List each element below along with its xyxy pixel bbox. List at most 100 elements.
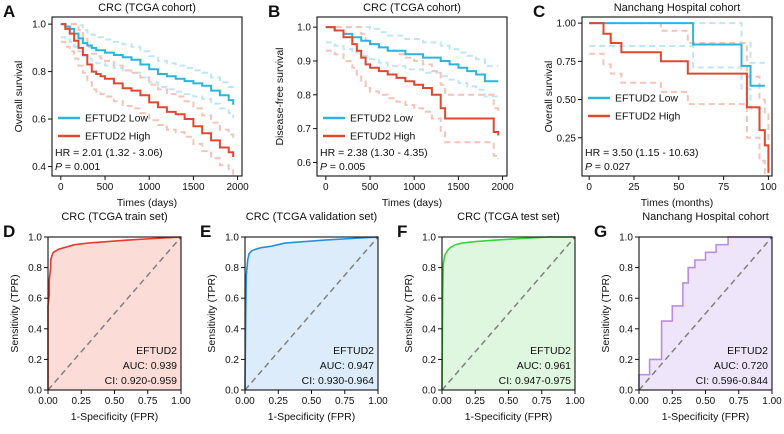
panel-d: EFTUD2 AUC: 0.939 CI: 0.920-0.959 0.00 0.25 0… bbox=[3, 211, 191, 423]
x-tick-label: 0.75 bbox=[335, 396, 355, 407]
y-tick-label: 0.6 bbox=[32, 115, 46, 126]
chart-title: CRC (TCGA cohort) bbox=[98, 2, 196, 14]
x-tick-label: 0.50 bbox=[302, 396, 322, 407]
y-tick-label: 0.2 bbox=[422, 355, 436, 366]
x-tick-label: 0.75 bbox=[138, 396, 158, 407]
roc-curve bbox=[47, 236, 182, 390]
y-tick-label: 0.2 bbox=[28, 355, 42, 366]
p-symbol: P bbox=[320, 161, 327, 173]
x-tick-label: 0.50 bbox=[499, 396, 519, 407]
y-tick-label: 1.0 bbox=[422, 233, 436, 244]
y-tick-label: 0.8 bbox=[225, 263, 239, 274]
km-curve-high bbox=[325, 26, 500, 136]
panel-label: A bbox=[3, 2, 15, 21]
plot-frame bbox=[581, 16, 773, 177]
y-tick-label: 0.2 bbox=[225, 355, 239, 366]
roc-auc-label: AUC: 0.720 bbox=[714, 360, 768, 372]
y-tick-label: 0.8 bbox=[28, 263, 42, 274]
x-axis-label: 1-Specificity (FPR) bbox=[71, 411, 159, 423]
roc-curve bbox=[244, 236, 379, 391]
y-axis-label: Overall survival bbox=[543, 61, 555, 133]
panel-label: C bbox=[533, 2, 545, 21]
y-axis-label: Disease-free survival bbox=[274, 47, 286, 145]
x-tick-label: 75 bbox=[718, 182, 730, 193]
roc-ci-label: CI: 0.920-0.959 bbox=[105, 375, 178, 387]
roc-model-label: EFTUD2 bbox=[727, 345, 768, 357]
x-tick-label: 0.00 bbox=[235, 396, 255, 407]
x-tick-label: 0.00 bbox=[432, 396, 452, 407]
chance-diagonal bbox=[638, 236, 773, 391]
p-value-text: P = 0.027 bbox=[585, 161, 630, 173]
ci-band-line bbox=[60, 23, 235, 140]
y-tick-label: 0.0 bbox=[28, 386, 42, 397]
p-value: = 0.027 bbox=[592, 161, 630, 173]
y-axis-label: Overall survival bbox=[13, 61, 25, 133]
y-tick-label: 0.0 bbox=[422, 386, 436, 397]
km-curve-low bbox=[589, 22, 765, 87]
ci-band-line bbox=[325, 49, 500, 160]
y-tick-label: 0.4 bbox=[422, 324, 436, 335]
roc-ci-label: CI: 0.947-0.975 bbox=[499, 375, 572, 387]
x-tick-label: 500 bbox=[97, 182, 114, 193]
panel-label: B bbox=[268, 2, 280, 21]
panel-label: E bbox=[200, 222, 211, 241]
y-tick-label: 1.0 bbox=[32, 20, 46, 31]
legend-label-high: EFTUD2 High bbox=[615, 111, 681, 123]
legend-label-low: EFTUD2 Low bbox=[615, 93, 678, 105]
x-tick-label: 1500 bbox=[182, 182, 205, 193]
y-tick-label: 0.0 bbox=[225, 386, 239, 397]
panel-g: EFTUD2 AUC: 0.720 CI: 0.596-0.844 0.00 0.25 0… bbox=[594, 211, 782, 423]
km-curve-high bbox=[589, 22, 770, 173]
y-tick-label: 0.4 bbox=[28, 324, 42, 335]
x-tick-label: 0 bbox=[586, 182, 592, 193]
x-axis-label: Times (days) bbox=[117, 197, 177, 209]
y-tick-label: 0.6 bbox=[225, 294, 239, 305]
roc-model-label: EFTUD2 bbox=[333, 345, 374, 357]
x-tick-label: 25 bbox=[628, 182, 640, 193]
x-tick-label: 1000 bbox=[403, 182, 426, 193]
panel-c: EFTUD2 Low EFTUD2 High HR = 3.50 (1.15 - 1… bbox=[533, 2, 777, 209]
y-tick-label: 0.9 bbox=[297, 56, 311, 67]
x-tick-label: 1500 bbox=[447, 182, 470, 193]
x-tick-label: 1.00 bbox=[565, 396, 585, 407]
chart-title: CRC (TCGA validation set) bbox=[246, 211, 377, 223]
y-tick-label: 1.0 bbox=[619, 233, 633, 244]
y-tick-label: 0.6 bbox=[422, 294, 436, 305]
y-tick-label: 1.00 bbox=[557, 19, 577, 30]
panel-label: D bbox=[3, 222, 15, 241]
chance-diagonal bbox=[441, 236, 576, 391]
y-axis-label: Sensitivity (TPR) bbox=[206, 274, 218, 352]
roc-model-label: EFTUD2 bbox=[530, 345, 571, 357]
x-tick-label: 1.00 bbox=[368, 396, 388, 407]
p-value: = 0.005 bbox=[327, 161, 365, 173]
x-tick-label: 0.50 bbox=[696, 396, 716, 407]
x-tick-label: 0.25 bbox=[269, 396, 289, 407]
panel-a: EFTUD2 Low EFTUD2 High HR = 2.01 (1.32 - 3… bbox=[3, 2, 249, 209]
y-tick-label: 0.8 bbox=[297, 90, 311, 101]
y-tick-label: 0.4 bbox=[32, 162, 46, 173]
x-tick-label: 2000 bbox=[491, 182, 514, 193]
roc-ci-label: CI: 0.930-0.964 bbox=[302, 375, 375, 387]
x-axis-label: Times (days) bbox=[382, 197, 442, 209]
x-axis-label: Times (months) bbox=[641, 197, 714, 209]
y-tick-label: 0.8 bbox=[422, 263, 436, 274]
p-value-text: P = 0.005 bbox=[320, 161, 365, 173]
p-symbol: P bbox=[55, 161, 62, 173]
legend-label-high: EFTUD2 High bbox=[85, 131, 151, 143]
hazard-ratio-text: HR = 2.01 (1.32 - 3.06) bbox=[55, 147, 163, 159]
x-tick-label: 0.00 bbox=[629, 396, 649, 407]
y-tick-label: 0.6 bbox=[297, 158, 311, 169]
y-tick-label: 0.6 bbox=[28, 294, 42, 305]
ci-band-line bbox=[325, 26, 499, 68]
y-axis-label: Sensitivity (TPR) bbox=[9, 274, 21, 352]
p-symbol: P bbox=[585, 161, 592, 173]
x-tick-label: 0.25 bbox=[663, 396, 683, 407]
p-value-text: P = 0.001 bbox=[55, 161, 100, 173]
y-axis-label: Sensitivity (TPR) bbox=[403, 274, 415, 352]
y-tick-label: 0.75 bbox=[557, 57, 577, 68]
hazard-ratio-text: HR = 2.38 (1.30 - 4.35) bbox=[320, 147, 428, 159]
ci-band-line bbox=[325, 26, 500, 112]
chart-title: CRC (TCGA cohort) bbox=[363, 2, 461, 14]
x-tick-label: 1000 bbox=[138, 182, 161, 193]
